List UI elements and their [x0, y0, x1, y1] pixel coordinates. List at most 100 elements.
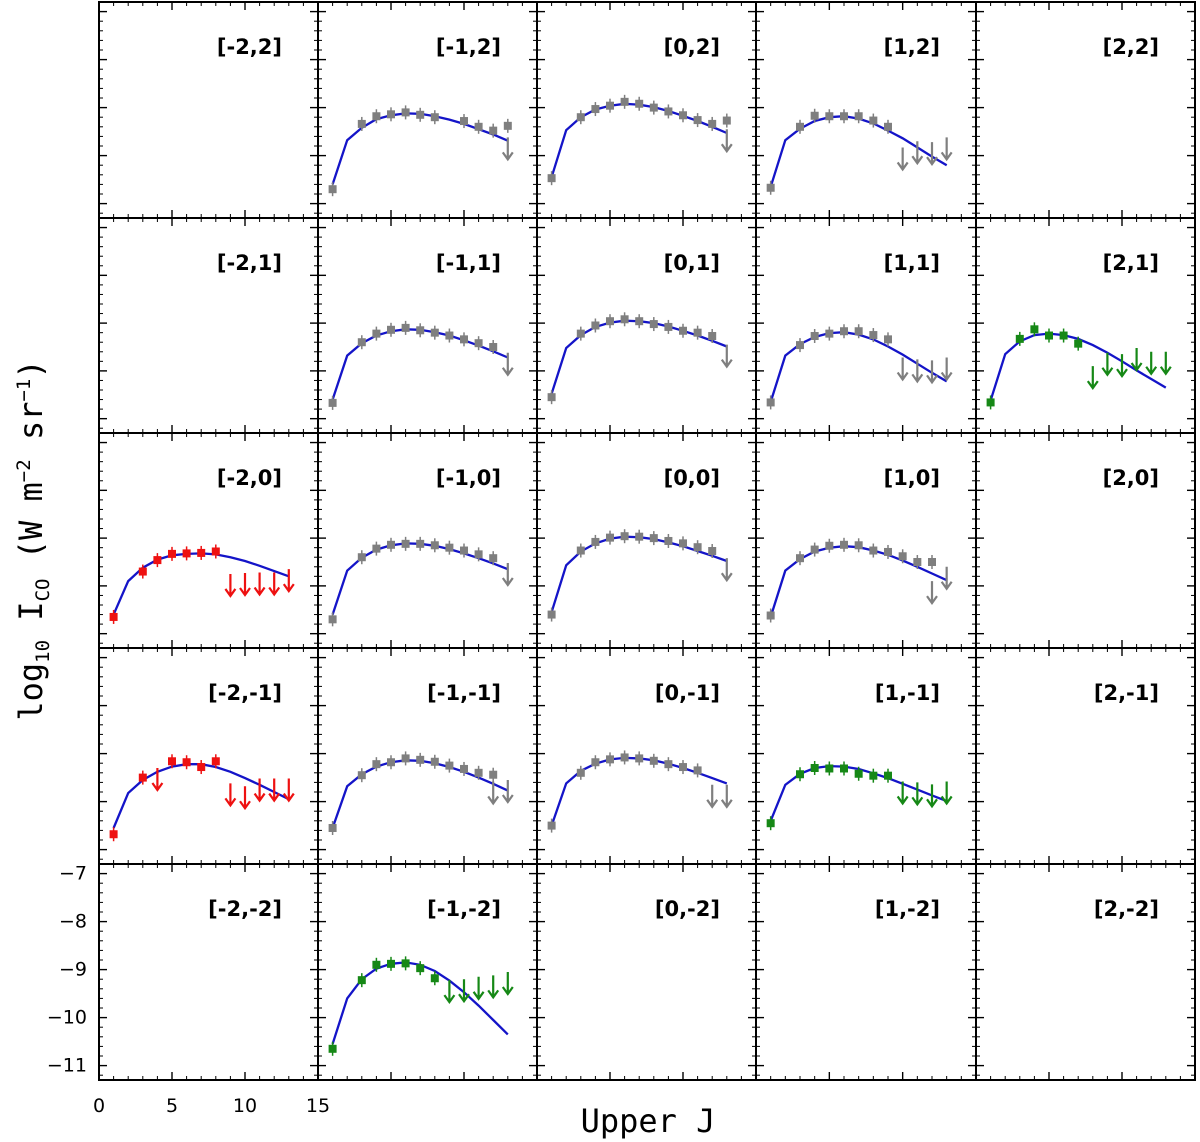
- data-point: [1059, 331, 1068, 340]
- y-axis-title-sr: sr: [12, 402, 50, 460]
- data-point: [357, 771, 366, 780]
- data-point: [722, 116, 731, 125]
- data-point: [211, 757, 220, 766]
- upper-limit-arrow: [282, 778, 295, 803]
- upper-limit-arrow: [1101, 352, 1114, 377]
- data-point: [884, 771, 892, 780]
- data-point: [445, 761, 454, 770]
- data-point: [547, 610, 556, 619]
- data-point: [416, 964, 425, 973]
- data-point: [620, 532, 629, 541]
- data-point: [825, 112, 834, 121]
- panel-frame: [975, 647, 1196, 865]
- upper-limit-arrow: [224, 783, 237, 808]
- data-point: [357, 338, 366, 347]
- panel: [0,1]: [536, 217, 757, 434]
- panel-label: [2,2]: [1103, 35, 1159, 59]
- panel: [-2,-2]: [98, 863, 319, 1081]
- y-axis-title-i: I: [12, 601, 50, 640]
- data-point: [460, 335, 468, 344]
- data-point: [854, 541, 863, 550]
- panel: [-1,1]: [317, 217, 538, 434]
- data-point: [635, 99, 644, 108]
- data-point: [372, 112, 381, 121]
- data-point: [401, 108, 410, 117]
- y-tick-label: −7: [59, 863, 87, 885]
- data-point: [401, 539, 410, 548]
- data-point: [840, 540, 848, 549]
- upper-limit-arrow: [940, 137, 953, 162]
- upper-limit-arrow: [706, 784, 719, 809]
- data-point: [1045, 331, 1053, 340]
- data-point: [547, 393, 556, 402]
- data-point: [898, 552, 907, 561]
- data-point: [474, 339, 483, 348]
- panel-label: [0,1]: [664, 251, 720, 275]
- data-point: [430, 113, 439, 122]
- panel-label: [2,-2]: [1094, 897, 1159, 921]
- data-point: [708, 547, 717, 556]
- panel: [1,0]: [755, 432, 977, 649]
- data-point: [387, 325, 395, 334]
- data-point: [182, 549, 191, 558]
- panel-frame: [536, 647, 757, 865]
- panel-label: [0,-1]: [655, 681, 720, 705]
- upper-limit-arrow: [720, 344, 733, 369]
- y-axis-title-log-subscript: 10: [32, 640, 54, 663]
- data-point: [825, 541, 834, 550]
- data-point: [664, 536, 673, 545]
- data-point: [825, 764, 834, 773]
- x-tick-label: 0: [93, 1095, 105, 1117]
- panel: [0,2]: [536, 1, 757, 219]
- panel: [0,-1]: [536, 647, 757, 865]
- panel-label: [-1,-1]: [427, 681, 501, 705]
- panel-frame: [975, 863, 1196, 1081]
- data-point: [489, 126, 498, 135]
- data-point: [489, 343, 498, 351]
- data-point: [766, 398, 775, 407]
- upper-limit-arrow: [940, 781, 953, 806]
- panel-label: [-2,-1]: [208, 681, 282, 705]
- model-fit-line: [112, 552, 290, 616]
- upper-limit-arrow: [926, 581, 938, 606]
- data-point: [708, 119, 717, 128]
- panel-frame: [975, 217, 1196, 434]
- upper-limit-arrow: [268, 572, 281, 597]
- y-axis-title-sr-exponent: −1: [13, 379, 35, 402]
- data-point: [547, 174, 556, 183]
- data-point: [693, 116, 702, 125]
- upper-limit-arrow: [239, 572, 251, 597]
- data-point: [138, 773, 147, 782]
- panel: [1,2]: [755, 1, 977, 219]
- data-point: [854, 769, 863, 778]
- panel-label: [1,1]: [884, 251, 940, 275]
- upper-limit-arrow: [253, 572, 266, 597]
- upper-limit-arrow: [501, 352, 514, 377]
- upper-limit-arrow: [896, 781, 909, 806]
- panel-label: [-2,2]: [217, 35, 282, 59]
- data-point: [416, 539, 425, 548]
- data-point: [840, 112, 848, 121]
- upper-limit-arrow: [1159, 351, 1172, 376]
- data-point: [357, 976, 366, 985]
- data-point: [576, 546, 585, 555]
- data-point: [416, 326, 425, 335]
- panel-frame: [536, 217, 757, 434]
- data-point: [328, 185, 337, 194]
- data-point: [328, 615, 337, 624]
- data-point: [869, 116, 878, 125]
- panel-label: [-1,2]: [436, 35, 501, 59]
- data-point: [810, 764, 819, 772]
- data-point: [796, 770, 804, 779]
- panel-label: [1,0]: [884, 466, 940, 490]
- upper-limit-arrow: [1130, 347, 1143, 372]
- y-axis-title-units: (W m: [12, 482, 50, 578]
- panel: [2,-2]: [975, 863, 1196, 1081]
- data-point: [620, 753, 629, 762]
- data-point: [474, 122, 483, 131]
- data-point: [416, 110, 425, 119]
- data-point: [387, 540, 395, 549]
- panel: [-1,-2]: [317, 863, 538, 1081]
- upper-limit-arrow: [940, 566, 953, 591]
- data-point: [796, 341, 804, 350]
